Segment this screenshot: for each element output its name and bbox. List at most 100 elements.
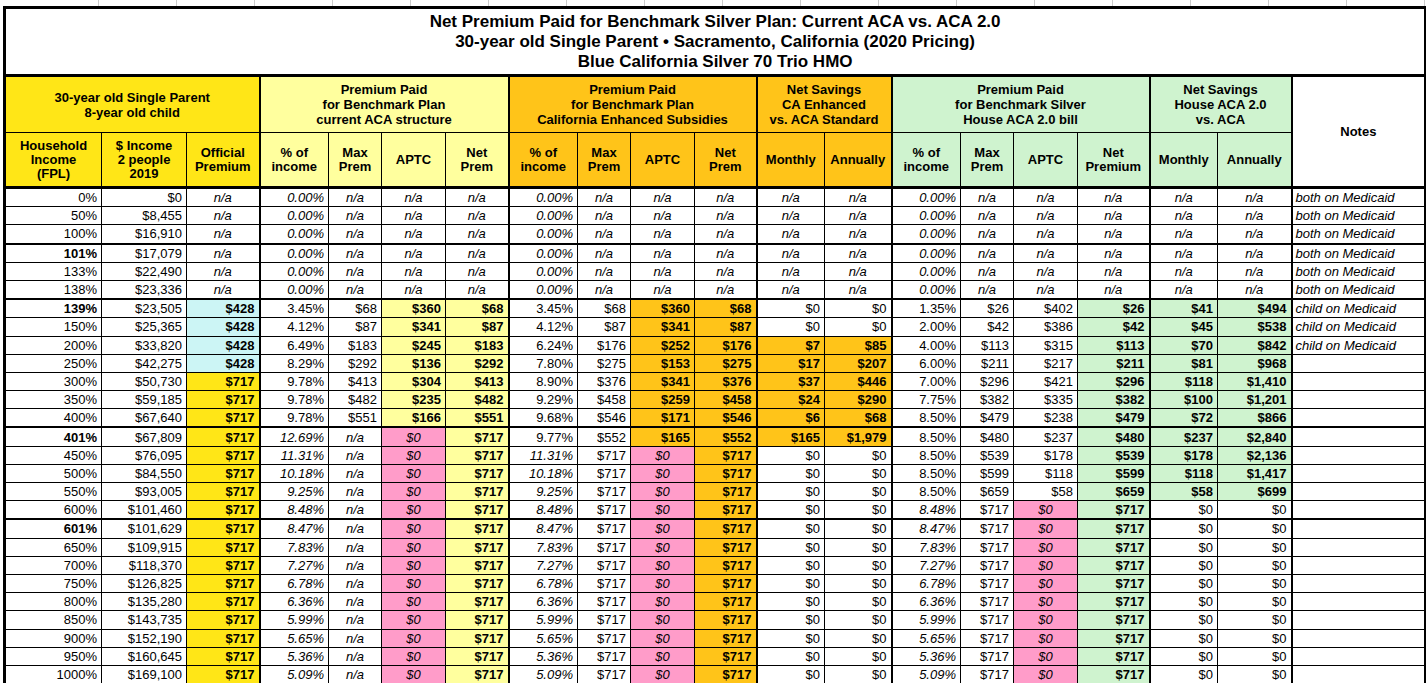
cell-house-savings-monthly[interactable]: $0	[1150, 538, 1218, 556]
cell-ca-savings-monthly[interactable]: $17	[757, 354, 825, 372]
cell-ca-pct-income[interactable]: 7.83%	[509, 538, 578, 556]
cell-ca-net-prem[interactable]: $717	[695, 593, 757, 611]
cell-house-savings-annually[interactable]: $0	[1218, 611, 1292, 629]
cell-house-net-premium[interactable]: $659	[1078, 483, 1150, 501]
cell-aca-aptc[interactable]: n/a	[382, 207, 446, 225]
cell-ca-aptc[interactable]: n/a	[631, 244, 695, 263]
cell-house-savings-annually[interactable]: $0	[1218, 593, 1292, 611]
cell-ca-net-prem[interactable]: $717	[695, 574, 757, 592]
cell-house-savings-monthly[interactable]: $0	[1150, 519, 1218, 538]
cell-house-pct-income[interactable]: 0.00%	[892, 280, 961, 299]
cell-ca-net-prem[interactable]: $275	[695, 354, 757, 372]
cell-fpl[interactable]: 0%	[5, 188, 102, 207]
cell-house-savings-annually[interactable]: $699	[1218, 483, 1292, 501]
cell-aca-pct-income[interactable]: 9.78%	[260, 409, 329, 428]
cell-house-pct-income[interactable]: 4.00%	[892, 336, 961, 354]
cell-fpl[interactable]: 850%	[5, 611, 102, 629]
cell-ca-max-prem[interactable]: $458	[578, 391, 631, 409]
cell-house-aptc[interactable]: $0	[1014, 593, 1078, 611]
cell-fpl[interactable]: 900%	[5, 629, 102, 647]
cell-house-max-prem[interactable]: $717	[961, 574, 1014, 592]
cell-aca-net-prem[interactable]: $717	[446, 665, 509, 683]
cell-ca-aptc[interactable]: $0	[631, 629, 695, 647]
cell-ca-max-prem[interactable]: $376	[578, 372, 631, 390]
cell-house-savings-monthly[interactable]: n/a	[1150, 225, 1218, 244]
cell-house-net-premium[interactable]: $717	[1078, 593, 1150, 611]
cell-aca-aptc[interactable]: $304	[382, 372, 446, 390]
cell-aca-net-prem[interactable]: $717	[446, 501, 509, 520]
cell-note[interactable]: both on Medicaid	[1292, 207, 1426, 225]
cell-income[interactable]: $76,095	[102, 446, 187, 464]
cell-house-net-premium[interactable]: $717	[1078, 538, 1150, 556]
cell-aca-net-prem[interactable]: $717	[446, 464, 509, 482]
cell-ca-net-prem[interactable]: $87	[695, 318, 757, 336]
cell-income[interactable]: $84,550	[102, 464, 187, 482]
cell-house-savings-monthly[interactable]: $0	[1150, 574, 1218, 592]
cell-house-savings-annually[interactable]: $1,201	[1218, 391, 1292, 409]
cell-ca-aptc[interactable]: $165	[631, 427, 695, 446]
cell-fpl[interactable]: 133%	[5, 262, 102, 280]
cell-note[interactable]	[1292, 538, 1426, 556]
cell-ca-net-prem[interactable]: $717	[695, 538, 757, 556]
cell-official-premium[interactable]: $717	[187, 446, 260, 464]
cell-ca-net-prem[interactable]: $717	[695, 519, 757, 538]
cell-ca-max-prem[interactable]: $68	[578, 299, 631, 318]
cell-ca-max-prem[interactable]: $87	[578, 318, 631, 336]
cell-house-aptc[interactable]: n/a	[1014, 207, 1078, 225]
cell-aca-pct-income[interactable]: 6.49%	[260, 336, 329, 354]
cell-ca-pct-income[interactable]: 10.18%	[509, 464, 578, 482]
cell-fpl[interactable]: 800%	[5, 593, 102, 611]
cell-ca-max-prem[interactable]: $717	[578, 629, 631, 647]
cell-income[interactable]: $67,640	[102, 409, 187, 428]
cell-income[interactable]: $118,370	[102, 556, 187, 574]
cell-aca-net-prem[interactable]: $717	[446, 446, 509, 464]
cell-official-premium[interactable]: $717	[187, 574, 260, 592]
cell-official-premium[interactable]: $717	[187, 665, 260, 683]
cell-aca-net-prem[interactable]: $717	[446, 519, 509, 538]
cell-aca-net-prem[interactable]: n/a	[446, 262, 509, 280]
cell-note[interactable]	[1292, 519, 1426, 538]
cell-house-pct-income[interactable]: 8.50%	[892, 483, 961, 501]
cell-house-max-prem[interactable]: $717	[961, 647, 1014, 665]
cell-house-savings-monthly[interactable]: $81	[1150, 354, 1218, 372]
cell-house-net-premium[interactable]: n/a	[1078, 207, 1150, 225]
cell-note[interactable]	[1292, 611, 1426, 629]
cell-ca-savings-annually[interactable]: $1,979	[825, 427, 892, 446]
cell-ca-max-prem[interactable]: n/a	[578, 225, 631, 244]
cell-house-savings-monthly[interactable]: n/a	[1150, 188, 1218, 207]
cell-house-pct-income[interactable]: 7.00%	[892, 372, 961, 390]
cell-house-savings-annually[interactable]: $0	[1218, 665, 1292, 683]
cell-fpl[interactable]: 950%	[5, 647, 102, 665]
cell-aca-net-prem[interactable]: $717	[446, 556, 509, 574]
cell-house-max-prem[interactable]: n/a	[961, 244, 1014, 263]
cell-house-pct-income[interactable]: 8.47%	[892, 519, 961, 538]
cell-aca-max-prem[interactable]: n/a	[329, 446, 382, 464]
cell-note[interactable]	[1292, 464, 1426, 482]
cell-income[interactable]: $101,629	[102, 519, 187, 538]
cell-house-savings-monthly[interactable]: $41	[1150, 299, 1218, 318]
cell-ca-aptc[interactable]: $252	[631, 336, 695, 354]
cell-fpl[interactable]: 450%	[5, 446, 102, 464]
cell-aca-pct-income[interactable]: 0.00%	[260, 280, 329, 299]
cell-house-max-prem[interactable]: $717	[961, 593, 1014, 611]
cell-income[interactable]: $152,190	[102, 629, 187, 647]
cell-house-net-premium[interactable]: $296	[1078, 372, 1150, 390]
cell-aca-aptc[interactable]: n/a	[382, 225, 446, 244]
cell-house-pct-income[interactable]: 5.36%	[892, 647, 961, 665]
cell-official-premium[interactable]: $428	[187, 318, 260, 336]
cell-aca-pct-income[interactable]: 9.78%	[260, 391, 329, 409]
cell-income[interactable]: $25,365	[102, 318, 187, 336]
cell-house-aptc[interactable]: n/a	[1014, 244, 1078, 263]
cell-aca-max-prem[interactable]: n/a	[329, 262, 382, 280]
cell-house-savings-annually[interactable]: $0	[1218, 538, 1292, 556]
cell-ca-net-prem[interactable]: $552	[695, 427, 757, 446]
cell-house-pct-income[interactable]: 0.00%	[892, 225, 961, 244]
cell-house-net-premium[interactable]: n/a	[1078, 244, 1150, 263]
cell-house-net-premium[interactable]: n/a	[1078, 188, 1150, 207]
cell-income[interactable]: $42,275	[102, 354, 187, 372]
cell-ca-savings-annually[interactable]: n/a	[825, 207, 892, 225]
cell-house-pct-income[interactable]: 2.00%	[892, 318, 961, 336]
cell-house-max-prem[interactable]: $113	[961, 336, 1014, 354]
cell-house-savings-annually[interactable]: $0	[1218, 519, 1292, 538]
cell-official-premium[interactable]: $717	[187, 464, 260, 482]
